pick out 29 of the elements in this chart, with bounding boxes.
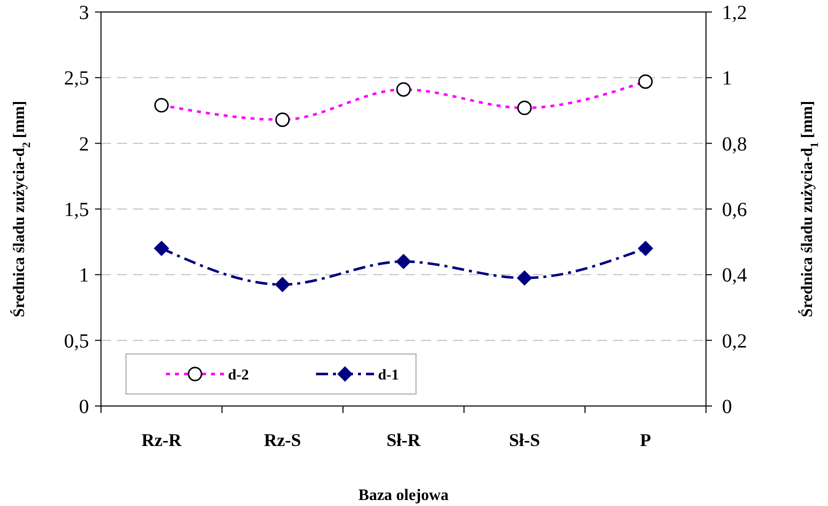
- y-tick-label: 0,5: [64, 330, 89, 352]
- y2-tick-label: 0,6: [722, 199, 747, 221]
- legend-label: d-1: [378, 367, 399, 384]
- y2-tick-label: 0,4: [722, 264, 747, 287]
- y-tick-label: 1,5: [64, 199, 89, 221]
- y2-tick-label: 0,2: [722, 330, 747, 352]
- point: [638, 240, 653, 256]
- x-axis-title: Baza olejowa: [358, 487, 449, 504]
- y-tick-label: 0: [79, 396, 89, 418]
- x-tick-label: Sł-R: [386, 430, 422, 450]
- y2-tick-label: 1: [722, 68, 732, 90]
- point: [396, 254, 411, 270]
- point: [154, 240, 169, 256]
- y-tick-label: 2,5: [64, 68, 89, 90]
- y2-tick-label: 0,8: [722, 133, 747, 156]
- x-tick-label: Rz-S: [264, 430, 301, 450]
- x-tick-label: P: [640, 430, 651, 450]
- legend-item: d-2: [166, 366, 249, 384]
- x-tick-label: Rz-R: [142, 430, 182, 450]
- y2-tick-label: 1,2: [722, 2, 747, 24]
- y2-tick-label: 0: [722, 396, 732, 418]
- legend-label: d-2: [228, 367, 249, 384]
- legend-item: d-1: [316, 366, 399, 384]
- y-tick-label: 1: [79, 264, 89, 287]
- x-tick-label: Sł-S: [508, 430, 540, 450]
- y-tick-label: 3: [79, 2, 89, 24]
- point: [275, 277, 290, 292]
- point: [517, 270, 532, 286]
- y-tick-label: 2: [79, 133, 89, 156]
